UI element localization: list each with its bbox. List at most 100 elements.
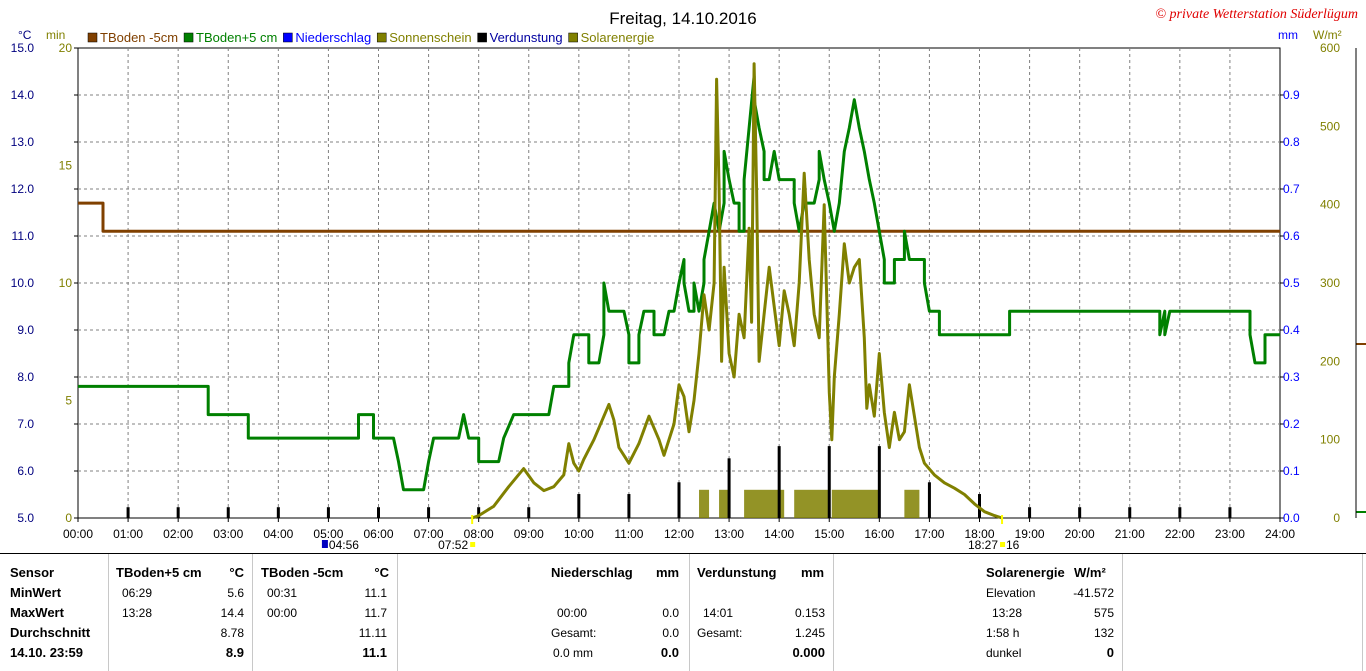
weather-chart: Freitag, 14.10.2016 © private Wetterstat…	[11, 7, 1366, 552]
time-tick-label: 16:00	[864, 527, 894, 541]
solar-tick-label: 500	[1320, 119, 1340, 133]
sun-marker-dot	[470, 542, 476, 547]
time-tick-label: 21:00	[1115, 527, 1145, 541]
copyright-text: © private Wetterstation Süderlügum	[1155, 7, 1358, 22]
solar-elevation-label: Elevation	[986, 586, 1036, 600]
niederschlag-max: 0.0	[662, 606, 679, 620]
solar-max-time: 13:28	[992, 606, 1023, 620]
time-tick-label: 10:00	[564, 527, 594, 541]
time-tick-label: 02:00	[163, 527, 193, 541]
verdunstung-header: Verdunstung	[697, 565, 777, 580]
tboden-minus-max: 11.7	[364, 606, 387, 620]
solar-tick-label: 400	[1320, 198, 1340, 212]
series-line	[471, 62, 1003, 520]
temp-tick-label: 5.0	[17, 511, 34, 525]
tboden-minus-header: TBoden -5cm	[261, 565, 344, 580]
chart-title: Freitag, 14.10.2016	[609, 9, 756, 28]
tboden-plus-min: 5.6	[227, 586, 244, 600]
tboden-plus-header: TBoden+5 cm	[116, 565, 202, 580]
sunshine-bar	[794, 489, 830, 518]
row-label-max: MaxWert	[10, 605, 64, 620]
solar-tick-label: 0	[1333, 511, 1340, 525]
series-lines	[78, 62, 1280, 520]
time-tick-label: 24:00	[1265, 527, 1295, 541]
tboden-minus-min-time: 00:31	[267, 586, 298, 600]
solar-sun-hours-label: 1:58 h	[986, 626, 1020, 640]
minutes-axis: 0 5 10 15 20	[59, 41, 73, 525]
temp-tick-label: 15.0	[11, 41, 35, 55]
mm-axis: 0.0 0.1 0.2 0.3 0.4 0.5 0.6 0.7 0.8 0.9	[1280, 88, 1300, 525]
sun-marker-label: 07:52	[438, 538, 468, 552]
temp-tick-label: 6.0	[17, 464, 34, 478]
chart-legend: TBoden -5cm TBoden+5 cm Niederschlag Sonnen…	[87, 30, 654, 45]
solar-sun-value: 132	[1093, 626, 1114, 640]
mm-tick-label: 0.8	[1283, 135, 1300, 149]
mm-tick-label: 0.2	[1283, 417, 1300, 431]
temp-tick-label: 9.0	[17, 323, 34, 337]
mm-tick-label: 0.6	[1283, 229, 1300, 243]
tboden-plus-max-time: 13:28	[122, 606, 153, 620]
time-tick-label: 15:00	[814, 527, 844, 541]
tboden-plus-min-time: 06:29	[122, 586, 153, 600]
temp-tick-label: 13.0	[11, 135, 35, 149]
solar-tick-label: 200	[1320, 354, 1340, 368]
niederschlag-header: Niederschlag	[551, 565, 633, 580]
verdunstung-max: 0.153	[794, 606, 825, 620]
evaporation-bars	[126, 446, 1232, 518]
time-tick-label: 17:00	[914, 527, 944, 541]
legend-swatch	[87, 32, 98, 43]
legend-swatch	[183, 32, 194, 43]
verdunstung-current: 0.000	[792, 645, 825, 660]
sun-markers: 07:52 18:27 04:56 16	[321, 515, 1020, 552]
solar-state-value: 0	[1106, 645, 1114, 660]
minutes-tick-label: 5	[65, 394, 72, 408]
solar-elevation: -41.572	[1073, 586, 1114, 600]
mm-tick-label: 0.5	[1283, 276, 1300, 290]
sunshine-bar	[699, 489, 710, 518]
mm-tick-label: 0.1	[1283, 464, 1300, 478]
time-tick-label: 14:00	[764, 527, 794, 541]
solar-max: 575	[1093, 606, 1114, 620]
time-tick-label: 01:00	[113, 527, 143, 541]
verdunstung-total-label: Gesamt:	[697, 626, 743, 640]
solar-state-label: dunkel	[986, 646, 1022, 660]
time-tick-label: 12:00	[664, 527, 694, 541]
solar-axis: 0 100 200 300 400 500 600	[1320, 41, 1340, 525]
row-label-avg: Durchschnitt	[10, 625, 91, 640]
tboden-plus-avg: 8.78	[220, 626, 244, 640]
time-tick-label: 00:00	[63, 527, 93, 541]
mm-tick-label: 0.7	[1283, 182, 1300, 196]
time-tick-label: 07:00	[414, 527, 444, 541]
sunshine-bar	[719, 489, 730, 518]
legend-label: Niederschlag	[295, 30, 371, 45]
legend-label: Verdunstung	[490, 30, 563, 45]
tboden-minus-min: 11.1	[364, 586, 387, 600]
verdunstung-total: 1.245	[794, 626, 825, 640]
time-tick-label: 11:00	[614, 527, 643, 541]
time-tick-label: 03:00	[213, 527, 243, 541]
series-line	[78, 201, 1280, 233]
mm-tick-label: 0.3	[1283, 370, 1300, 384]
temp-tick-label: 12.0	[11, 182, 35, 196]
tboden-minus-max-time: 00:00	[267, 606, 298, 620]
solar-header: Solarenergie	[986, 565, 1065, 580]
time-axis: 00:00 01:00 02:00 03:00 04:00 05:00 06:00 07:00…	[63, 518, 1295, 541]
sunshine-bar	[744, 489, 785, 518]
tboden-plus-current: 8.9	[225, 645, 244, 660]
moon-marker-label: 04:56	[329, 538, 359, 552]
time-tick-label: 13:00	[714, 527, 744, 541]
legend-swatch	[283, 32, 293, 43]
niederschlag-max-time: 00:00	[557, 606, 588, 620]
time-tick-label: 23:00	[1215, 527, 1245, 541]
verdunstung-max-time: 14:01	[703, 606, 734, 620]
mm-tick-label: 0.9	[1283, 88, 1300, 102]
niederschlag-unit: mm	[656, 565, 680, 580]
sunshine-bar	[904, 489, 920, 518]
temp-axis: 5.0 6.0 7.0 8.0 9.0 10.0 11.0 12.0 13.0 14.0 15.0	[11, 41, 78, 525]
time-tick-label: 18:00	[964, 527, 994, 541]
moon-marker	[321, 540, 328, 548]
sunshine-bars	[699, 489, 920, 518]
time-tick-label: 19:00	[1015, 527, 1045, 541]
mm-tick-label: 0.4	[1283, 323, 1300, 337]
temp-tick-label: 8.0	[17, 370, 34, 384]
